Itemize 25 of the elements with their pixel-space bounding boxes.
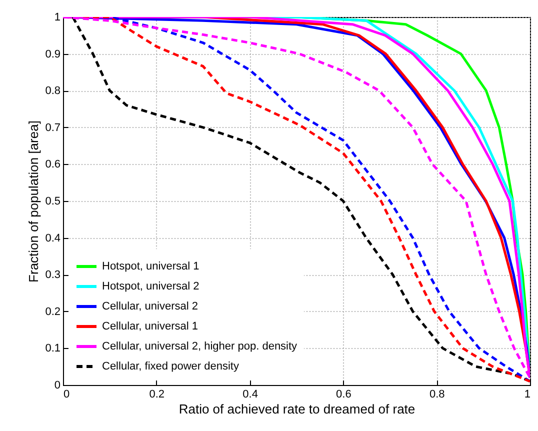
legend-label: Cellular, universal 2 — [102, 300, 198, 312]
legend-label: Hotspot, universal 2 — [102, 280, 200, 292]
legend-label: Cellular, universal 1 — [102, 320, 198, 332]
y-tick-label: 0.5 — [45, 196, 60, 208]
x-tick-label: 0 — [64, 388, 70, 400]
y-tick-label: 0.6 — [45, 158, 60, 171]
y-tick-label: 0.4 — [45, 232, 60, 244]
y-tick-label: 0.7 — [45, 122, 60, 134]
legend-label: Hotspot, universal 1 — [102, 260, 200, 272]
y-tick-label: 0.8 — [45, 85, 60, 98]
x-tick-label: 0.4 — [242, 388, 258, 400]
y-tick-label: 0.2 — [45, 306, 60, 318]
y-tick-label: 0.3 — [45, 269, 60, 282]
y-tick-label: 0.9 — [45, 48, 60, 60]
legend-label: Cellular, fixed power density — [102, 360, 240, 372]
x-tick-label: 0.2 — [149, 388, 165, 400]
y-axis-title: Fraction of population [area] — [26, 120, 42, 282]
y-tick-label: 0 — [54, 380, 60, 392]
x-tick-label: 0.6 — [336, 388, 352, 400]
x-axis-title: Ratio of achieved rate to dreamed of rate — [178, 402, 416, 416]
y-tick-label: 1 — [54, 12, 60, 24]
y-tick-label: 0.1 — [45, 342, 60, 355]
x-tick-label: 0.8 — [429, 388, 445, 400]
x-tick-label: 1 — [524, 388, 530, 400]
legend-label: Cellular, universal 2, higher pop. density — [102, 340, 298, 352]
